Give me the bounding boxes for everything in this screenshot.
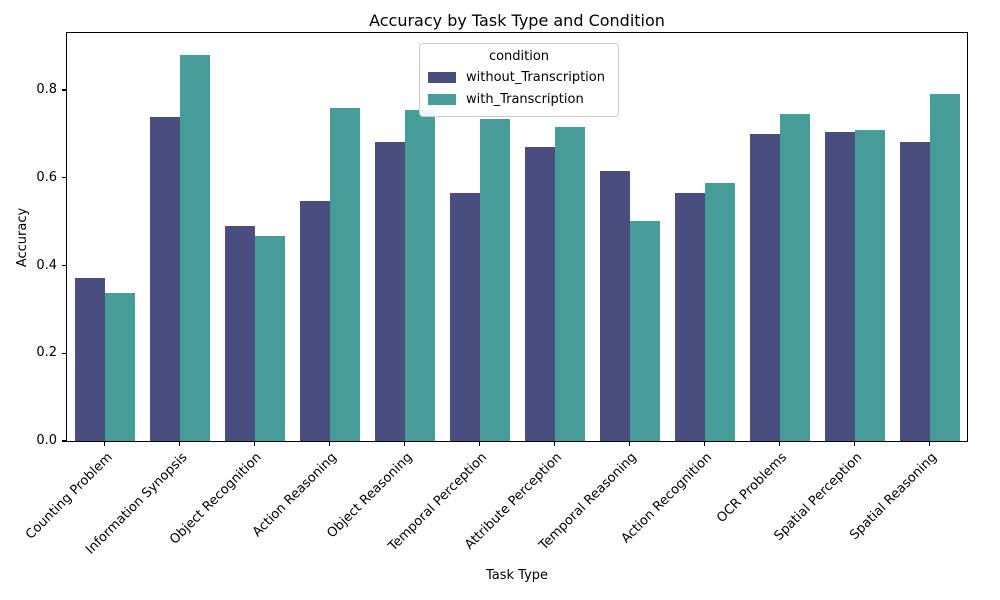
- bar-without_Transcription: [524, 147, 555, 441]
- legend: condition without_Transcription with_Tran…: [419, 43, 619, 117]
- bar-without_Transcription: [74, 277, 105, 441]
- y-tick-label: 0.6: [36, 169, 57, 185]
- bar-without_Transcription: [374, 141, 405, 441]
- x-axis-ticks: [67, 442, 967, 447]
- x-tick-mark: [328, 442, 331, 446]
- bar-with_Transcription: [554, 127, 585, 441]
- y-tick-label: 0.0: [36, 433, 57, 448]
- bar-without_Transcription: [449, 193, 480, 441]
- legend-entry: with_Transcription: [428, 88, 610, 110]
- y-tick-mark: [62, 352, 66, 354]
- legend-entries: without_Transcription with_Transcription: [428, 66, 610, 110]
- x-tick-mark: [778, 442, 781, 446]
- bar-without_Transcription: [824, 132, 855, 441]
- x-tick-mark: [928, 442, 931, 446]
- bar-with_Transcription: [854, 129, 885, 441]
- bar-without_Transcription: [749, 134, 780, 441]
- y-tick-mark: [62, 264, 66, 267]
- bar-with_Transcription: [779, 114, 810, 441]
- x-tick-label: OCR Problems: [714, 450, 791, 526]
- bar-with_Transcription: [479, 119, 510, 441]
- bar-with_Transcription: [929, 94, 960, 441]
- bar-without_Transcription: [149, 116, 180, 441]
- bar-with_Transcription: [404, 109, 435, 441]
- x-axis-label: Task Type: [485, 568, 549, 583]
- bar-with_Transcription: [179, 55, 210, 441]
- bar-with_Transcription: [254, 235, 285, 441]
- legend-title: condition: [488, 49, 550, 64]
- y-axis-ticks: 0.0 0.2 0.4 0.6 0.8: [0, 33, 66, 448]
- x-tick-mark: [403, 442, 406, 446]
- legend-entry-label: with_Transcription: [466, 91, 584, 107]
- x-tick-mark: [703, 442, 706, 446]
- legend-swatch-with_Transcription: [428, 93, 456, 105]
- bar-with_Transcription: [329, 108, 360, 441]
- bar-with_Transcription: [704, 182, 735, 441]
- x-tick-mark: [553, 442, 556, 446]
- x-tick-mark: [253, 442, 256, 446]
- bar-with_Transcription: [629, 221, 660, 441]
- bar-without_Transcription: [674, 193, 705, 441]
- legend-entry: without_Transcription: [428, 66, 610, 88]
- chart-title: Accuracy by Task Type and Condition: [369, 11, 665, 30]
- x-axis-tick-labels: Counting Problem Information Synopsis Obje…: [22, 447, 967, 567]
- bar-without_Transcription: [899, 142, 930, 441]
- y-tick-label: 0.2: [36, 345, 57, 361]
- bar-with_Transcription: [104, 292, 135, 441]
- x-tick-mark: [178, 442, 181, 446]
- y-tick-label: 0.8: [36, 82, 57, 98]
- x-tick-mark: [628, 442, 631, 446]
- x-tick-mark: [478, 442, 481, 446]
- bar-without_Transcription: [299, 201, 330, 441]
- x-tick-mark: [103, 442, 106, 446]
- bar-without_Transcription: [224, 225, 255, 441]
- y-tick-mark: [62, 177, 66, 179]
- y-tick-label: 0.4: [36, 257, 57, 273]
- bar-without_Transcription: [599, 170, 630, 441]
- legend-entry-label: without_Transcription: [466, 69, 605, 85]
- legend-swatch-without_Transcription: [428, 71, 456, 83]
- x-tick-mark: [853, 442, 856, 446]
- y-tick-mark: [62, 89, 66, 91]
- y-tick-mark: [62, 440, 66, 442]
